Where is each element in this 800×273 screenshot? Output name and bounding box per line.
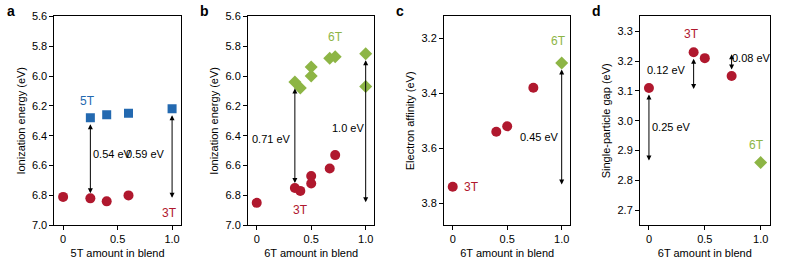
svg-text:7.0: 7.0: [226, 219, 241, 231]
svg-text:2.9: 2.9: [618, 144, 633, 156]
svg-text:3.1: 3.1: [618, 85, 633, 97]
svg-text:b: b: [200, 3, 209, 19]
svg-text:5.8: 5.8: [226, 40, 241, 52]
svg-text:d: d: [592, 3, 601, 19]
svg-text:3.2: 3.2: [618, 55, 633, 67]
svg-text:3T: 3T: [293, 203, 308, 217]
svg-text:5T: 5T: [80, 94, 95, 108]
svg-text:3T: 3T: [464, 180, 479, 194]
svg-text:0.5: 0.5: [500, 233, 515, 245]
svg-text:6.4: 6.4: [226, 130, 241, 142]
svg-text:0.45 eV: 0.45 eV: [520, 131, 559, 143]
svg-text:5.6: 5.6: [32, 10, 47, 22]
svg-text:6.8: 6.8: [32, 189, 47, 201]
svg-text:c: c: [396, 3, 404, 19]
svg-text:0: 0: [60, 233, 66, 245]
svg-text:3.3: 3.3: [618, 25, 633, 37]
svg-text:6.8: 6.8: [226, 189, 241, 201]
svg-text:3T: 3T: [162, 206, 177, 220]
svg-text:Ionization energy (eV): Ionization energy (eV): [208, 67, 220, 175]
svg-text:6T: 6T: [328, 30, 343, 44]
svg-text:Electron affinity (eV): Electron affinity (eV): [404, 71, 416, 170]
svg-text:1.0: 1.0: [554, 233, 569, 245]
svg-text:2.8: 2.8: [618, 174, 633, 186]
svg-text:0.5: 0.5: [304, 233, 319, 245]
svg-text:6T: 6T: [551, 34, 566, 48]
svg-text:7.0: 7.0: [32, 219, 47, 231]
svg-text:0.71 eV: 0.71 eV: [252, 133, 291, 145]
svg-text:0.5: 0.5: [110, 233, 125, 245]
svg-text:0: 0: [254, 233, 260, 245]
svg-text:6T amount in blend: 6T amount in blend: [460, 247, 554, 259]
svg-text:3.6: 3.6: [422, 142, 437, 154]
svg-text:0: 0: [646, 233, 652, 245]
svg-text:3T: 3T: [684, 27, 699, 41]
svg-text:6.6: 6.6: [32, 159, 47, 171]
svg-text:1.0: 1.0: [358, 233, 373, 245]
svg-text:a: a: [7, 3, 15, 19]
svg-text:Ionization energy (eV): Ionization energy (eV): [15, 67, 27, 175]
svg-text:0.08 eV: 0.08 eV: [732, 52, 771, 64]
svg-text:6.0: 6.0: [226, 70, 241, 82]
svg-text:5.6: 5.6: [226, 10, 241, 22]
svg-text:5T amount in blend: 5T amount in blend: [71, 247, 165, 259]
svg-text:0.5: 0.5: [697, 233, 712, 245]
svg-text:5.8: 5.8: [32, 40, 47, 52]
svg-text:2.7: 2.7: [618, 204, 633, 216]
svg-text:3.4: 3.4: [422, 87, 437, 99]
svg-text:3.0: 3.0: [618, 115, 633, 127]
svg-text:0.12 eV: 0.12 eV: [647, 64, 686, 76]
svg-text:6.0: 6.0: [32, 70, 47, 82]
svg-text:1.0: 1.0: [164, 233, 179, 245]
svg-text:6T: 6T: [749, 138, 764, 152]
svg-text:3.8: 3.8: [422, 197, 437, 209]
svg-text:0.25 eV: 0.25 eV: [652, 121, 691, 133]
svg-text:1.0: 1.0: [753, 233, 768, 245]
svg-text:6.2: 6.2: [32, 100, 47, 112]
svg-text:3.2: 3.2: [422, 32, 437, 44]
svg-text:Single-particle gap (eV): Single-particle gap (eV): [600, 63, 612, 178]
svg-text:6T amount in blend: 6T amount in blend: [264, 247, 358, 259]
svg-text:1.0 eV: 1.0 eV: [332, 122, 364, 134]
svg-text:0.59 eV: 0.59 eV: [126, 148, 165, 160]
svg-text:6.2: 6.2: [226, 100, 241, 112]
svg-text:6.6: 6.6: [226, 159, 241, 171]
svg-text:0: 0: [450, 233, 456, 245]
svg-text:0.54 eV: 0.54 eV: [93, 148, 132, 160]
svg-text:6.4: 6.4: [32, 130, 47, 142]
svg-text:6T amount in blend: 6T amount in blend: [658, 247, 752, 259]
